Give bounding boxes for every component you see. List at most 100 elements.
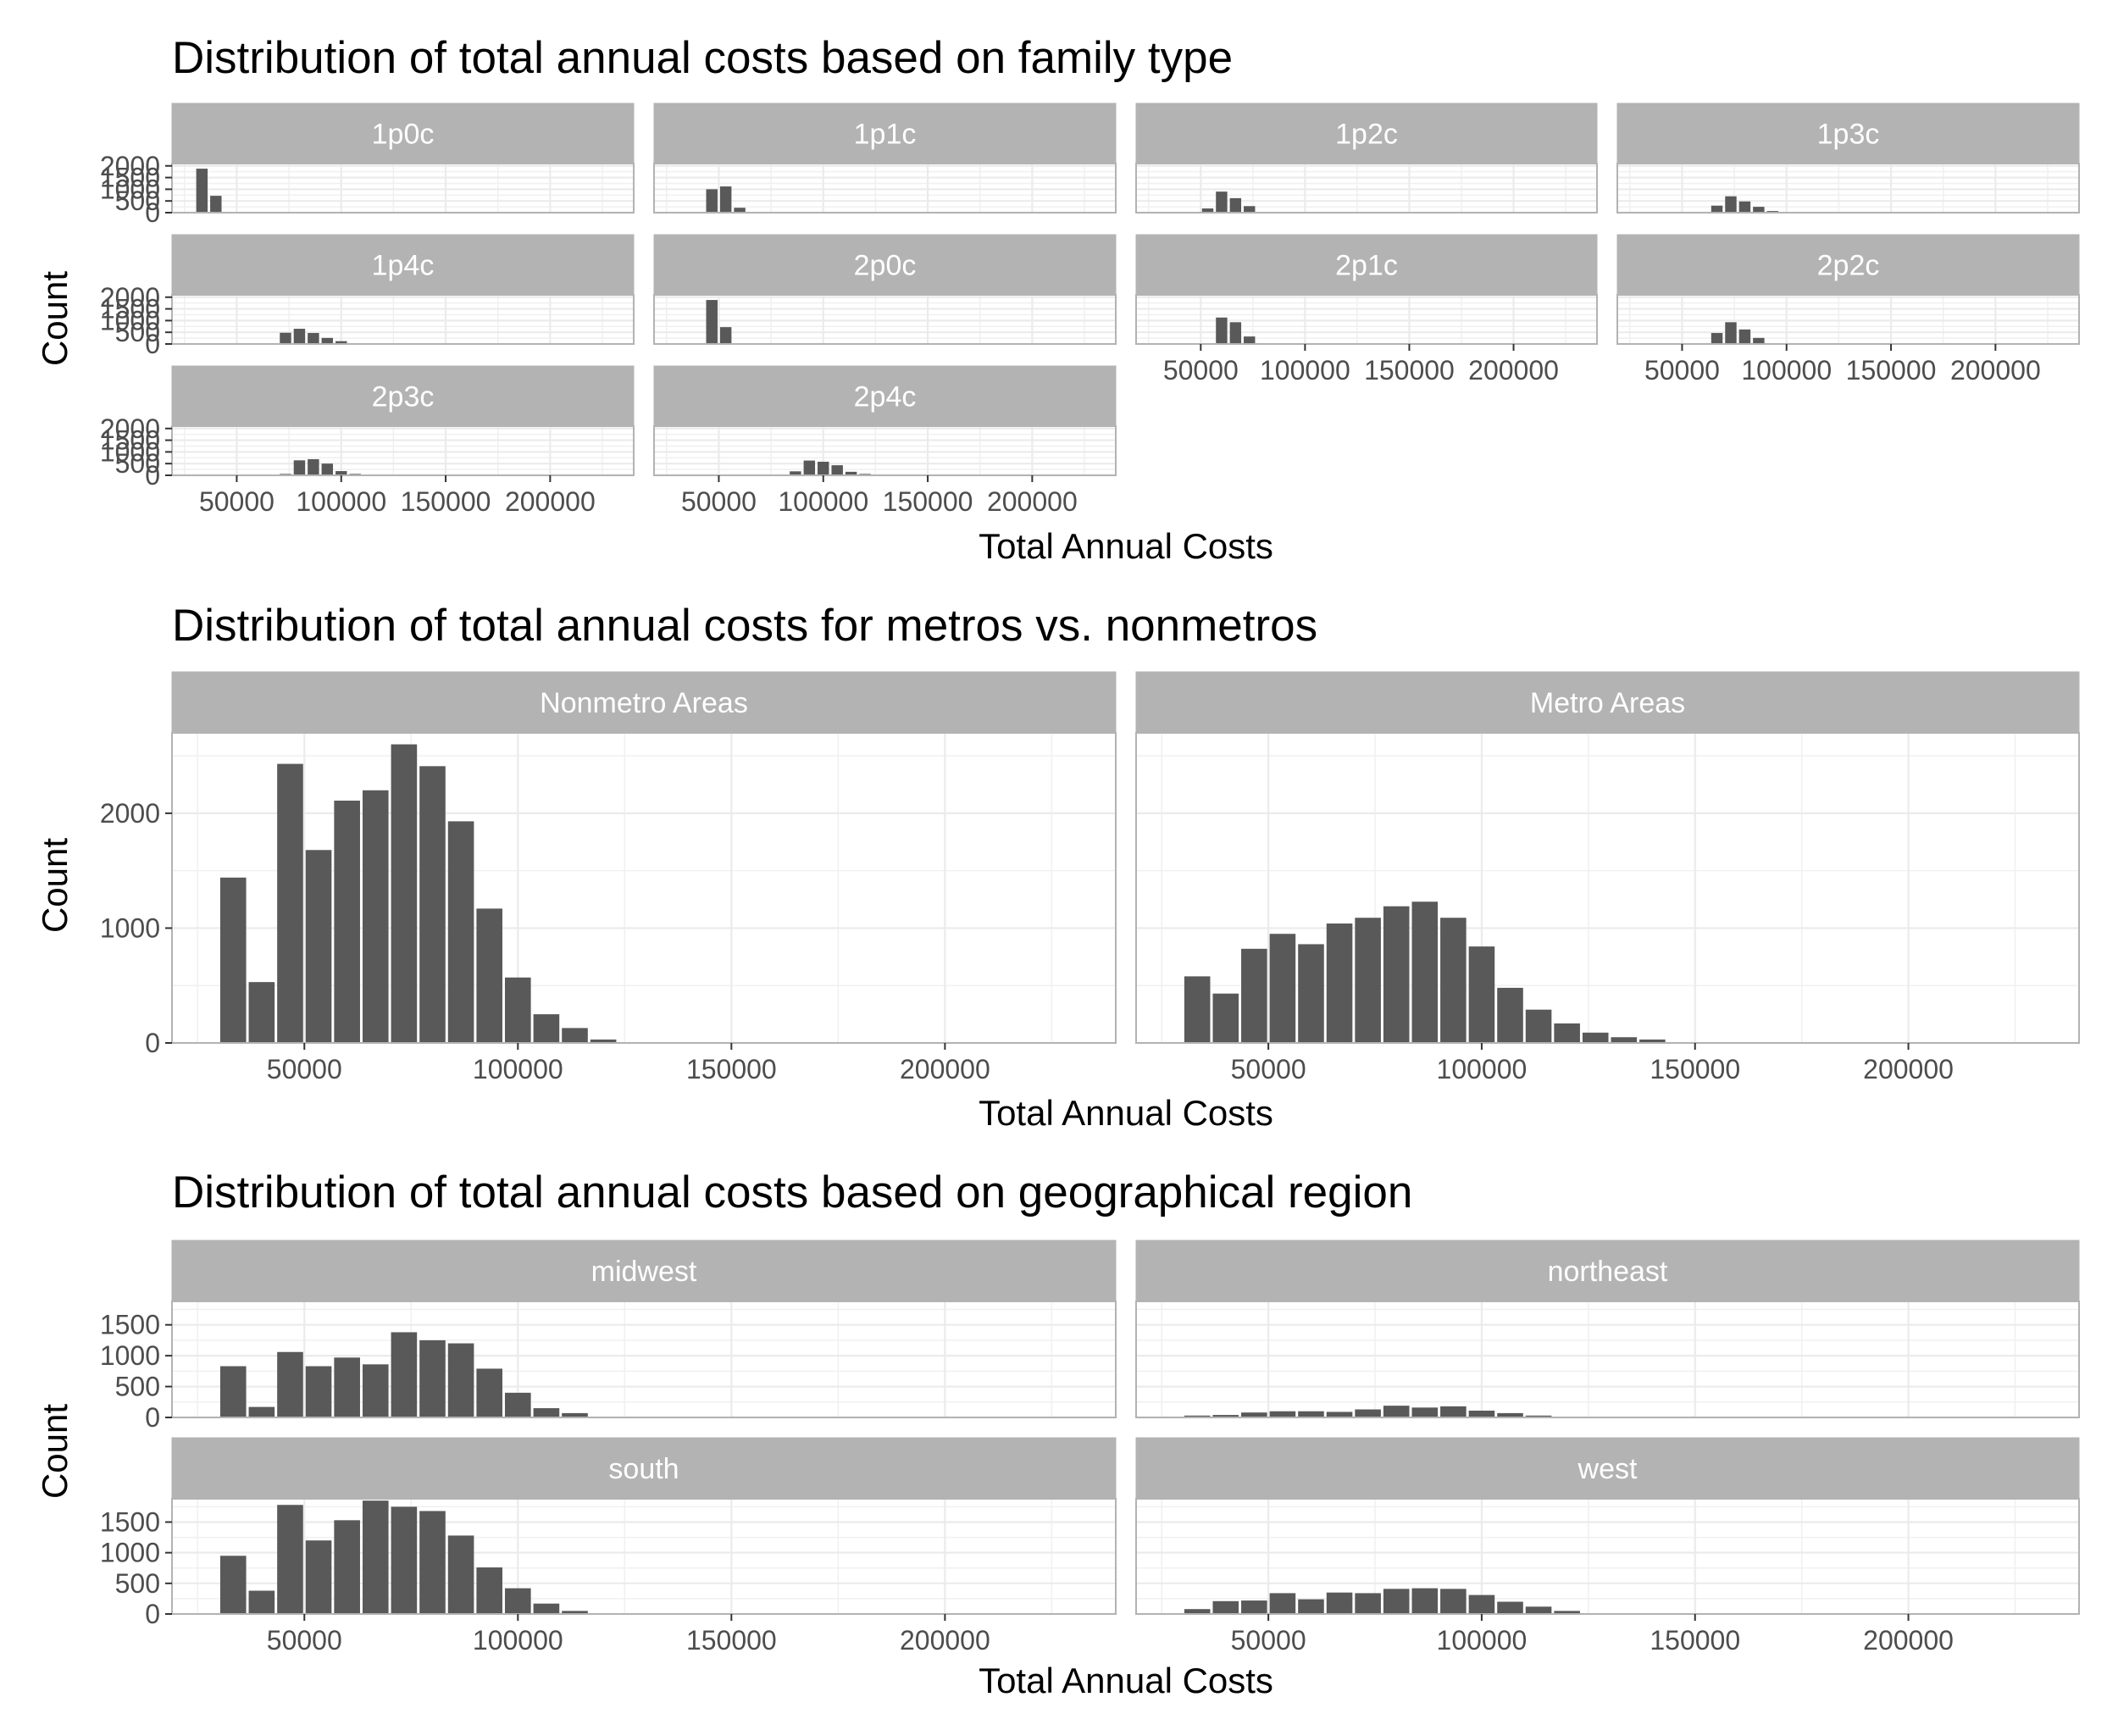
panel-background — [1136, 164, 1597, 213]
facet-strip-label: Nonmetro Areas — [540, 687, 748, 719]
histogram-bar — [1212, 1600, 1239, 1614]
histogram-bar — [1244, 336, 1256, 344]
chart-title: Distribution of total annual costs for m… — [172, 601, 1317, 651]
panel-background — [1617, 295, 2079, 344]
histogram-bar — [391, 744, 418, 1043]
histogram-bar — [706, 189, 718, 213]
histogram-bar — [590, 1039, 617, 1043]
facet-strip-label: northeast — [1548, 1256, 1668, 1288]
histogram-bar — [504, 1588, 531, 1614]
histogram-bar — [391, 1506, 418, 1614]
y-tick-label: 1500 — [100, 1506, 160, 1537]
y-tick-label: 500 — [115, 317, 160, 347]
panel-background — [172, 426, 634, 475]
histogram-bar — [719, 186, 732, 213]
x-tick-label: 200000 — [900, 1625, 990, 1656]
x-tick-label: 50000 — [1231, 1625, 1306, 1656]
histogram-bar — [1269, 1411, 1296, 1417]
y-tick-label: 0 — [145, 460, 160, 491]
histogram-bar — [210, 196, 222, 213]
histogram-bar — [818, 461, 829, 475]
facet-panel: 2p0c — [653, 234, 1117, 346]
x-tick-label: 150000 — [1364, 355, 1455, 385]
x-axis-title: Total Annual Costs — [979, 1661, 1273, 1700]
panel-background — [1617, 164, 2079, 213]
panel-background — [172, 295, 634, 344]
histogram-bar — [1711, 333, 1723, 344]
facet-strip-label: midwest — [591, 1256, 697, 1288]
y-axis-title: Count — [35, 271, 75, 366]
histogram-bar — [1184, 1609, 1211, 1614]
histogram-bar — [334, 1520, 360, 1614]
histogram-bar — [1201, 208, 1214, 213]
histogram-bar — [1269, 1593, 1296, 1614]
histogram-bar — [1383, 906, 1410, 1043]
panel-background — [1136, 1301, 2079, 1417]
chart-title: Distribution of total annual costs based… — [172, 1168, 1412, 1217]
histogram-bar — [334, 800, 360, 1043]
facet-panel: 2p1c 50000 100000 150000 200000 — [1135, 234, 1598, 385]
histogram-bar — [1725, 196, 1737, 213]
histogram-bar — [1440, 1589, 1467, 1614]
histogram-bar — [305, 1366, 332, 1417]
x-tick-label: 150000 — [686, 1054, 777, 1084]
facet-strip — [1135, 1240, 2080, 1302]
histogram-bar — [293, 460, 306, 475]
histogram-bar — [305, 850, 332, 1043]
histogram-bar — [1468, 946, 1495, 1043]
histogram-bar — [1554, 1611, 1580, 1614]
panel-border — [171, 294, 635, 345]
y-tick-label: 2000 — [100, 151, 160, 181]
x-tick-label: 100000 — [473, 1625, 563, 1656]
histogram-bar — [335, 341, 347, 344]
histogram-bar — [533, 1014, 560, 1043]
histogram-bar — [1355, 1409, 1381, 1417]
histogram-bar — [308, 458, 319, 475]
facet-strip-label: 1p1c — [854, 119, 917, 151]
histogram-bar — [1753, 207, 1765, 213]
histogram-bar — [1184, 1415, 1211, 1417]
y-tick-label: 0 — [145, 1402, 160, 1433]
histogram-bar — [1611, 1037, 1638, 1043]
facet-panels: Nonmetro Areas 0 1000 2000 50000 100000 150000… — [100, 671, 2080, 1084]
histogram-bar — [1582, 1032, 1609, 1043]
y-tick-label: 1000 — [100, 436, 160, 467]
y-tick-label: 0 — [145, 1599, 160, 1629]
x-tick-label: 200000 — [1950, 355, 2041, 385]
facet-strip-label: west — [1577, 1453, 1638, 1485]
facet-panel: 1p2c — [1135, 103, 1598, 214]
y-tick-label: 0 — [145, 197, 160, 228]
y-tick-label: 1500 — [100, 1310, 160, 1340]
histogram-bar — [362, 1364, 389, 1417]
histogram-bar — [1383, 1589, 1410, 1614]
histogram-bar — [1326, 1412, 1353, 1417]
facet-strip-label: 1p0c — [372, 119, 435, 151]
histogram-bar — [790, 471, 801, 475]
histogram-bar — [277, 1505, 303, 1614]
histogram-bar — [1298, 944, 1324, 1043]
histogram-bar — [719, 327, 732, 344]
histogram-bar — [845, 471, 857, 475]
x-tick-label: 50000 — [267, 1054, 342, 1084]
panel-border — [1135, 294, 1598, 345]
x-tick-label: 200000 — [987, 486, 1078, 517]
panel-border — [171, 163, 635, 214]
histogram-bar — [1212, 1415, 1239, 1417]
chart-title: Distribution of total annual costs based… — [172, 33, 1233, 83]
histogram-bar — [1753, 337, 1765, 344]
histogram-bar — [1440, 918, 1467, 1043]
x-tick-label: 100000 — [473, 1054, 563, 1084]
y-tick-label: 0 — [145, 329, 160, 359]
histogram-bar — [1468, 1595, 1495, 1614]
panel-border — [653, 294, 1117, 345]
histogram-bar — [362, 790, 389, 1043]
facet-strip-label: 2p4c — [854, 381, 917, 413]
histogram-bar — [1497, 1412, 1523, 1417]
histogram-bar — [533, 1408, 560, 1417]
histogram-bar — [248, 982, 275, 1043]
histogram-bar — [1525, 1606, 1552, 1614]
